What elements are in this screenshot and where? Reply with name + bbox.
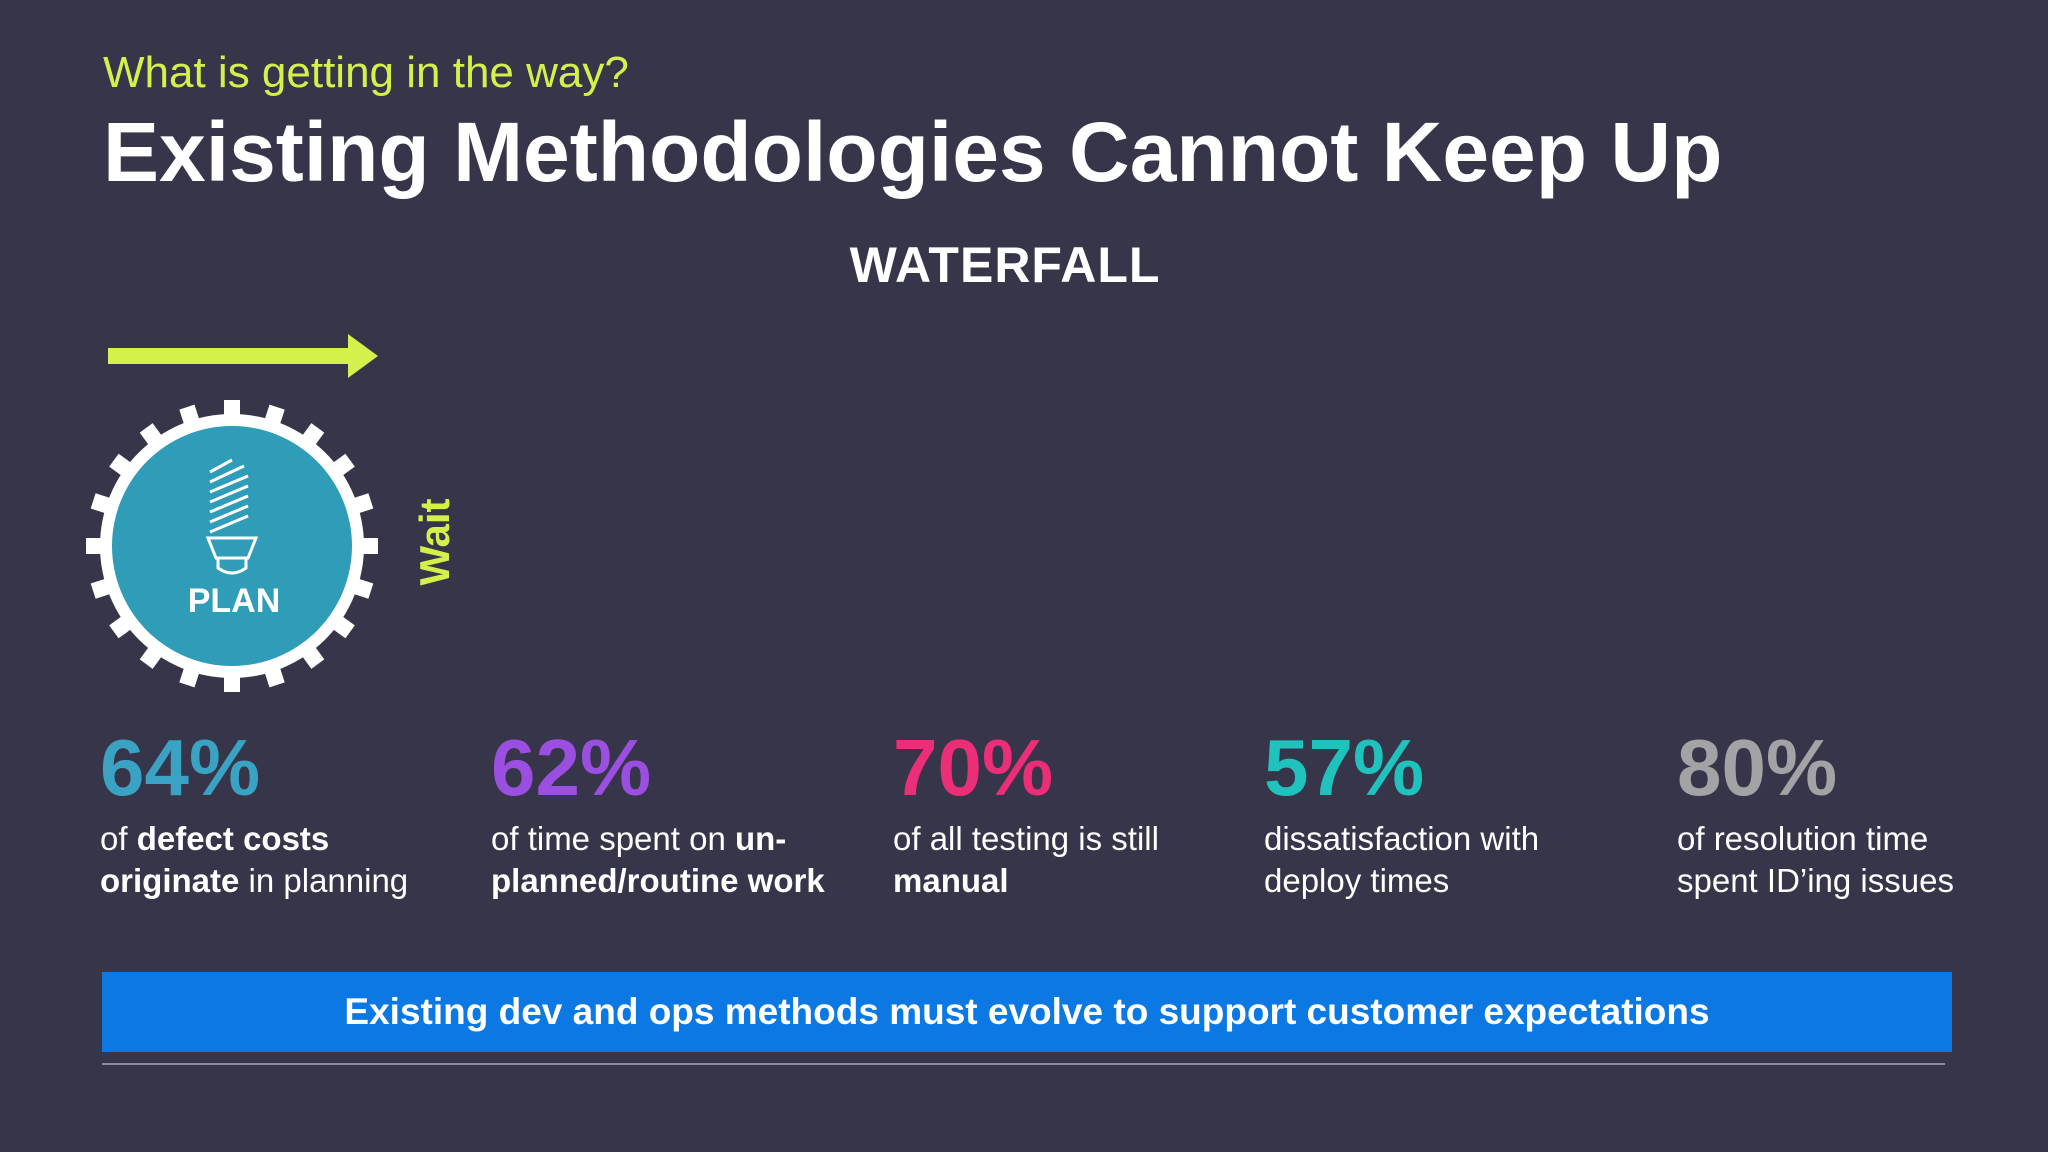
slide-kicker: What is getting in the way?	[103, 48, 629, 97]
slide-title: Existing Methodologies Cannot Keep Up	[103, 105, 1723, 199]
stat-percentage: 62%	[491, 723, 652, 812]
lightbulb-icon	[205, 458, 259, 575]
progress-arrow-icon	[108, 334, 378, 378]
stat-card: 70% of all testing is still manual	[893, 728, 1159, 902]
divider	[102, 1063, 1945, 1065]
plan-phase-gear: PLAN	[82, 396, 382, 696]
phase-label: PLAN	[188, 582, 281, 620]
stat-percentage: 80%	[1677, 723, 1838, 812]
stat-card: 80% of resolution time spent ID’ing issu…	[1677, 728, 1954, 902]
stat-description: of time spent on un- planned/routine wor…	[491, 820, 825, 899]
stat-percentage: 64%	[100, 723, 261, 812]
stat-card: 57% dissatisfaction with deploy times	[1264, 728, 1539, 902]
stat-description: of all testing is still manual	[893, 820, 1159, 899]
gear-icon: PLAN	[86, 400, 378, 692]
waterfall-label: WATERFALL	[849, 237, 1161, 293]
stat-description: dissatisfaction with deploy times	[1264, 820, 1540, 899]
stat-percentage: 57%	[1264, 723, 1425, 812]
stat-card: 62% of time spent on un- planned/routine…	[491, 728, 825, 902]
stat-description: of resolution time spent ID’ing issues	[1677, 820, 1954, 899]
wait-label: Wait	[411, 498, 458, 586]
callout-banner: Existing dev and ops methods must evolve…	[102, 972, 1952, 1052]
stat-card: 64% of defect costs originate in plannin…	[100, 728, 408, 902]
stat-percentage: 70%	[893, 723, 1054, 812]
stat-description: of defect costs originate in planning	[100, 820, 409, 899]
